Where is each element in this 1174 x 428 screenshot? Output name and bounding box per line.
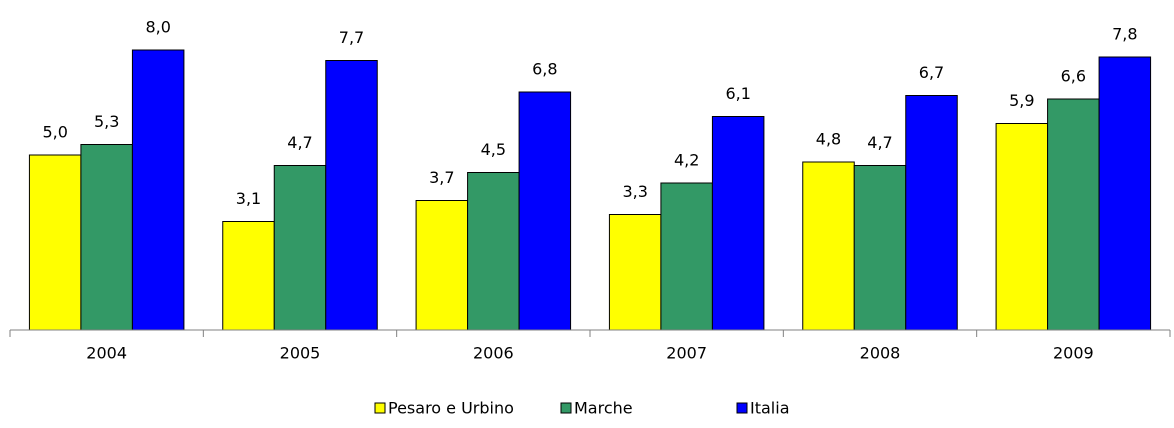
bar [802,161,855,331]
data-label: 6,6 [1061,67,1086,86]
bar [518,91,572,331]
x-tick-label: 2007 [666,344,707,363]
bar [905,95,958,331]
bar [131,49,185,331]
legend-label: Marche [574,399,633,418]
data-label: 6,8 [532,60,557,79]
data-label: 8,0 [145,18,170,37]
data-label: 6,1 [725,84,750,103]
data-label: 4,5 [481,140,506,159]
data-label: 4,7 [287,133,312,152]
data-label: 3,3 [622,182,647,201]
legend-swatch [736,402,748,414]
bar [1047,98,1100,331]
bar [660,182,713,331]
data-label: 7,7 [339,28,364,47]
bar [222,221,275,331]
data-label: 3,1 [236,189,261,208]
x-tick-label: 2006 [473,344,514,363]
bar [273,165,327,331]
bar [80,144,133,331]
data-label: 4,7 [867,133,892,152]
data-label: 4,2 [674,151,699,170]
x-tick-label: 2004 [86,344,127,363]
x-tick-label: 2008 [860,344,901,363]
bar [711,116,765,331]
data-label: 3,7 [429,168,454,187]
bar [415,200,469,331]
data-label: 7,8 [1112,25,1137,44]
bar [467,172,520,331]
legend-swatch [374,402,386,414]
bar [1098,56,1152,331]
data-label: 5,9 [1009,91,1034,110]
bar [853,165,907,331]
legend-swatch [560,402,572,414]
bar [325,60,378,331]
bar [28,154,82,331]
bar [995,123,1049,331]
legend-label: Italia [750,399,790,418]
data-label: 5,0 [42,123,67,142]
data-label: 4,8 [816,130,841,149]
bar [608,214,662,331]
data-label: 6,7 [919,63,944,82]
data-label: 5,3 [94,112,119,131]
x-tick-label: 2009 [1053,344,1094,363]
legend-label: Pesaro e Urbino [388,399,514,418]
x-tick-label: 2005 [280,344,321,363]
